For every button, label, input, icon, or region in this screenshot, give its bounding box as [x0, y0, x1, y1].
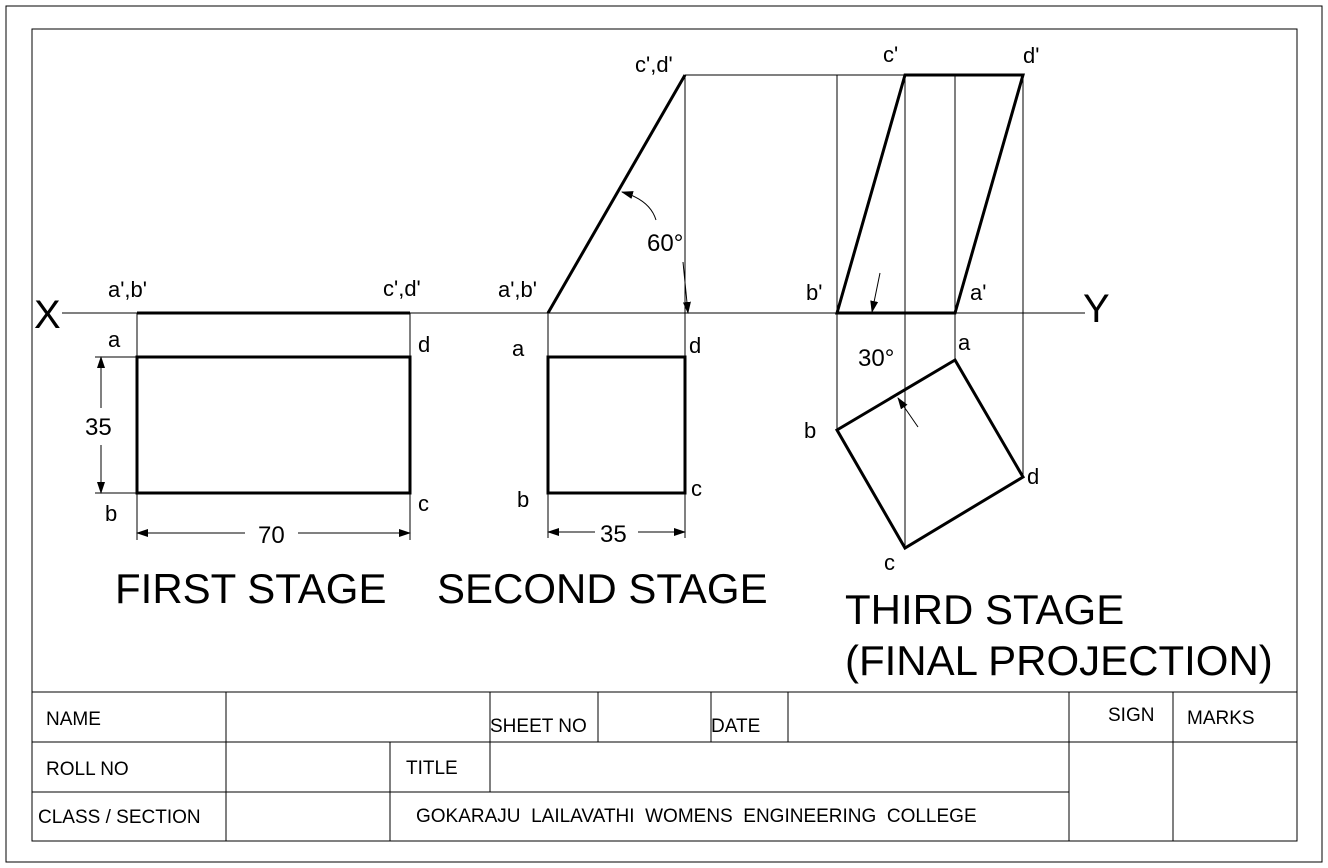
dimension-width-35: 35 — [600, 521, 627, 548]
first-stage-top-view — [135, 355, 412, 495]
label-b-prime: b' — [806, 280, 822, 305]
label-c: c — [691, 476, 702, 501]
third-stage-front-view — [835, 73, 1025, 315]
marks-label: MARKS — [1187, 708, 1255, 729]
second-stage: 60° 35 c',d' a',b' a b c d SECOND STAGE — [437, 52, 905, 612]
angle-arc-60 — [621, 191, 657, 221]
label-c-prime: c' — [883, 42, 898, 67]
sheet-no-label: SHEET NO — [490, 716, 587, 737]
label-c: c — [418, 491, 429, 516]
class-section-label: CLASS / SECTION — [38, 807, 201, 828]
second-stage-title: SECOND STAGE — [437, 565, 768, 612]
y-axis-label: Y — [1083, 287, 1110, 331]
second-stage-top-view — [546, 355, 687, 495]
label-a: a — [958, 330, 971, 355]
label-d: d — [1027, 464, 1039, 489]
label-b: b — [105, 501, 117, 526]
angle-label-60: 60° — [647, 230, 683, 257]
x-axis-label: X — [34, 293, 61, 337]
label-a-prime: a' — [970, 280, 986, 305]
label-a: a — [108, 327, 121, 352]
label-d: d — [418, 332, 430, 357]
roll-no-label: ROLL NO — [46, 759, 129, 780]
third-stage: 30° c' d' b' a' a b c d THIRD STAGE (FIN… — [804, 42, 1273, 684]
inner-border — [31, 28, 1298, 842]
label-a-prime-b-prime: a',b' — [498, 277, 537, 302]
third-stage-subtitle: (FINAL PROJECTION) — [845, 637, 1273, 684]
date-label: DATE — [711, 716, 760, 737]
title-block: NAME SHEET NO DATE SIGN MARKS ROLL NO TI… — [32, 691, 1297, 841]
label-b: b — [517, 487, 529, 512]
angle-leader — [897, 397, 919, 428]
label-d-prime: d' — [1023, 43, 1039, 68]
label-b: b — [804, 418, 816, 443]
label-a: a — [512, 336, 525, 361]
angle-leader — [682, 261, 691, 314]
second-stage-inclined-front-view — [546, 74, 687, 314]
label-c-prime-d-prime: c',d' — [635, 52, 673, 77]
college-name: GOKARAJU LAILAVATHI WOMENS ENGINEERING C… — [416, 806, 977, 827]
third-stage-top-view — [834, 357, 1026, 551]
label-c-prime-d-prime: c',d' — [383, 276, 421, 301]
angle-label-30: 30° — [858, 345, 894, 372]
angle-leader — [870, 272, 881, 313]
dimension-width-35: 35 — [85, 414, 112, 441]
dimension-length-70: 70 — [258, 522, 285, 549]
sign-label: SIGN — [1108, 705, 1154, 726]
first-stage: 70 35 a',b' c',d' a b c d FIRST STAGE — [85, 276, 430, 612]
label-d: d — [689, 333, 701, 358]
name-label: NAME — [46, 709, 101, 730]
third-stage-title: THIRD STAGE — [845, 586, 1124, 633]
label-a-prime-b-prime: a',b' — [108, 277, 147, 302]
first-stage-title: FIRST STAGE — [115, 565, 386, 612]
label-c: c — [884, 550, 895, 575]
title-label: TITLE — [406, 758, 458, 779]
outer-border — [5, 5, 1323, 863]
